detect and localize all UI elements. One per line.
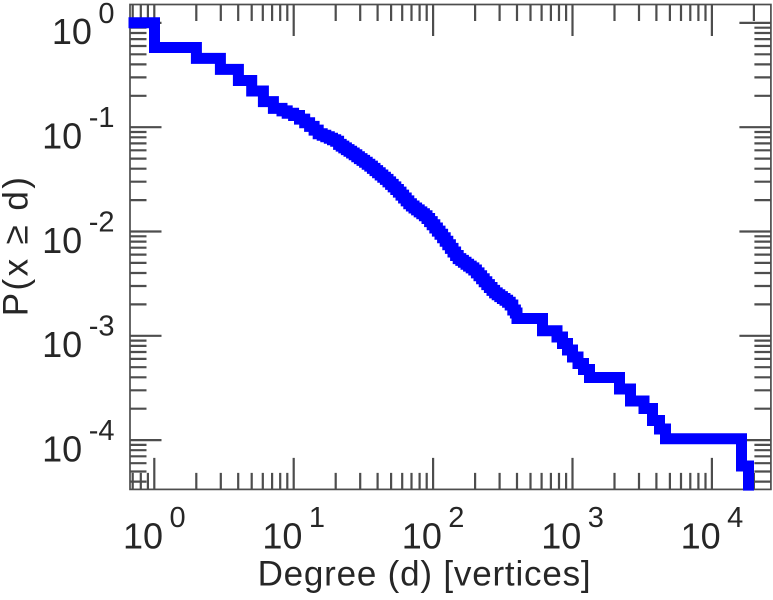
svg-text:10: 10 [42, 428, 82, 469]
svg-text:10: 10 [42, 116, 82, 157]
svg-text:-1: -1 [89, 102, 115, 134]
svg-text:0: 0 [170, 502, 186, 534]
svg-text:1: 1 [309, 502, 325, 534]
svg-text:10: 10 [262, 516, 302, 557]
svg-text:10: 10 [42, 324, 82, 365]
svg-text:10: 10 [681, 516, 721, 557]
svg-text:10: 10 [402, 516, 442, 557]
svg-text:10: 10 [123, 516, 163, 557]
svg-text:10: 10 [541, 516, 581, 557]
svg-text:-4: -4 [89, 415, 115, 447]
svg-text:4: 4 [727, 502, 743, 534]
svg-text:P(x ≥ d): P(x ≥ d) [0, 175, 36, 316]
svg-text:10: 10 [52, 11, 92, 52]
svg-text:-3: -3 [89, 311, 115, 343]
svg-text:10: 10 [42, 220, 82, 261]
svg-text:2: 2 [448, 502, 464, 534]
svg-text:3: 3 [588, 502, 604, 534]
svg-text:-2: -2 [89, 206, 115, 238]
svg-text:Degree (d) [vertices]: Degree (d) [vertices] [258, 555, 592, 594]
svg-text:0: 0 [98, 0, 114, 30]
